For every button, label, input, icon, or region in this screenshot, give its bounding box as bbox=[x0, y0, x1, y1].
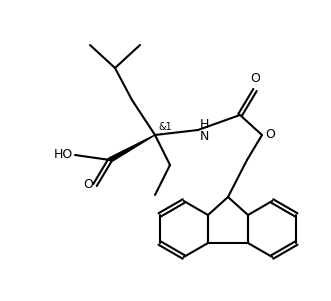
Text: O: O bbox=[265, 129, 275, 141]
Text: &1: &1 bbox=[158, 122, 172, 132]
Text: H
N: H N bbox=[200, 117, 210, 142]
Text: O: O bbox=[250, 72, 260, 85]
Text: O: O bbox=[83, 178, 93, 191]
Polygon shape bbox=[109, 135, 155, 162]
Text: HO: HO bbox=[54, 148, 73, 162]
